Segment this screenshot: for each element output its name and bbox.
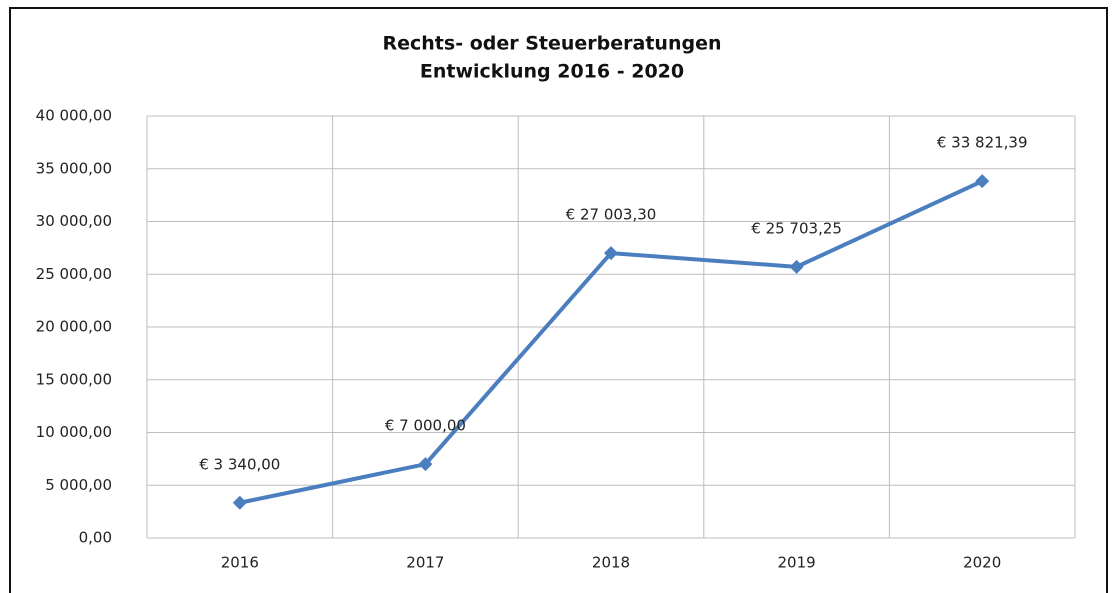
data-label: € 3 340,00 [199, 455, 280, 473]
y-tick-label: 25 000,00 [36, 265, 112, 283]
marker [975, 174, 990, 189]
data-label: € 27 003,30 [566, 206, 657, 224]
x-tick-label: 2018 [592, 554, 630, 572]
chart-title: Rechts- oder Steuerberatungen [383, 33, 722, 55]
y-tick-label: 0,00 [79, 529, 112, 547]
x-tick-label: 2020 [963, 554, 1001, 572]
data-label: € 33 821,39 [937, 134, 1028, 152]
y-tick-label: 20 000,00 [36, 318, 112, 336]
frame [9, 7, 1108, 593]
data-label: € 7 000,00 [385, 417, 466, 435]
y-tick-label: 15 000,00 [36, 370, 112, 388]
x-tick-label: 2016 [221, 554, 259, 572]
chart-subtitle: Entwicklung 2016 - 2020 [420, 61, 684, 83]
x-tick-label: 2019 [778, 554, 816, 572]
y-tick-label: 30 000,00 [36, 212, 112, 230]
y-tick-label: 40 000,00 [36, 107, 112, 125]
marker [789, 259, 804, 274]
data-label: € 25 703,25 [751, 219, 842, 237]
y-tick-label: 10 000,00 [36, 423, 112, 441]
y-tick-label: 5 000,00 [45, 476, 112, 494]
marker [232, 495, 247, 510]
x-tick-label: 2017 [406, 554, 444, 572]
marker [604, 246, 618, 261]
marker [418, 457, 433, 472]
line [239, 179, 984, 505]
y-tick-label: 35 000,00 [36, 159, 112, 177]
